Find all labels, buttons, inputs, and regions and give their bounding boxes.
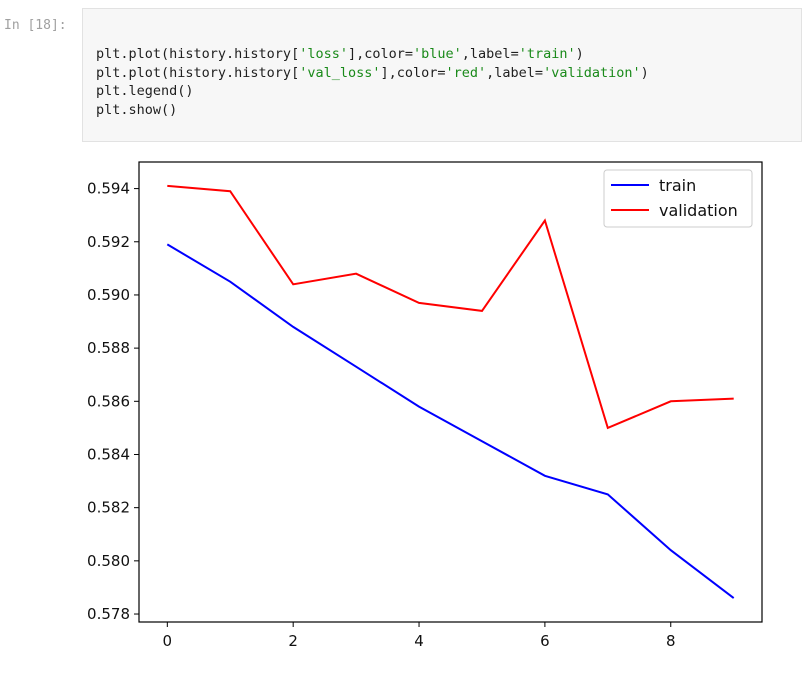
series-line-validation	[167, 184, 734, 430]
code-cell[interactable]: plt.plot(history.history['loss'],color='…	[82, 8, 802, 142]
code-token: ],color=	[380, 64, 446, 81]
x-tick-label: 2	[288, 632, 298, 650]
code-token: plt.plot(history.history[	[96, 46, 300, 62]
y-tick-label: 0.586	[87, 392, 130, 410]
code-token: ],color=	[347, 46, 414, 62]
code-token: ,label=	[461, 46, 519, 62]
y-tick-label: 0.594	[87, 180, 130, 198]
code-string-token: 'red'	[445, 64, 487, 81]
code-token: plt.legend()	[96, 83, 194, 99]
code-string-token: 'train'	[518, 46, 576, 62]
cell-prompt: In [18]:	[4, 18, 67, 33]
code-token: plt.show()	[96, 101, 178, 118]
x-tick-label: 4	[414, 632, 424, 650]
x-axis: 0 2 4 6 8	[163, 622, 676, 650]
x-tick-label: 0	[163, 632, 173, 650]
y-tick-label: 0.584	[87, 445, 130, 463]
code-line: plt.show()	[96, 101, 649, 120]
code-line: plt.legend()	[96, 82, 649, 101]
legend-label-validation: validation	[659, 201, 738, 220]
y-tick-label: 0.578	[87, 605, 130, 623]
y-axis: 0.578 0.580 0.582 0.584 0.586 0.588 0.590 0.592…	[87, 180, 139, 623]
y-tick-label: 0.580	[87, 552, 130, 570]
y-tick-label: 0.592	[87, 233, 130, 251]
x-tick-label: 8	[666, 632, 676, 650]
code-line: plt.plot(history.history['val_loss'],col…	[96, 64, 649, 83]
code-string-token: 'val_loss'	[299, 64, 381, 81]
code-token: )	[575, 46, 584, 62]
y-tick-label: 0.590	[87, 286, 130, 304]
y-tick-label: 0.582	[87, 499, 130, 517]
code-token: )	[640, 64, 649, 81]
code-editor[interactable]: plt.plot(history.history['loss'],color='…	[96, 45, 649, 119]
series-lines	[166, 184, 735, 599]
plot-area	[138, 161, 763, 623]
code-token: ,label=	[486, 64, 544, 81]
code-string-token: 'loss'	[299, 46, 348, 62]
code-token: plt.plot(history.history[	[96, 64, 300, 81]
code-string-token: 'blue'	[413, 46, 462, 62]
y-tick-label: 0.588	[87, 339, 130, 357]
code-line: plt.plot(history.history['loss'],color='…	[96, 45, 649, 64]
series-line-train	[166, 243, 735, 599]
code-string-token: 'validation'	[543, 64, 641, 81]
legend-label-train: train	[659, 176, 696, 195]
legend: train validation	[603, 169, 753, 228]
x-tick-label: 6	[540, 632, 550, 650]
